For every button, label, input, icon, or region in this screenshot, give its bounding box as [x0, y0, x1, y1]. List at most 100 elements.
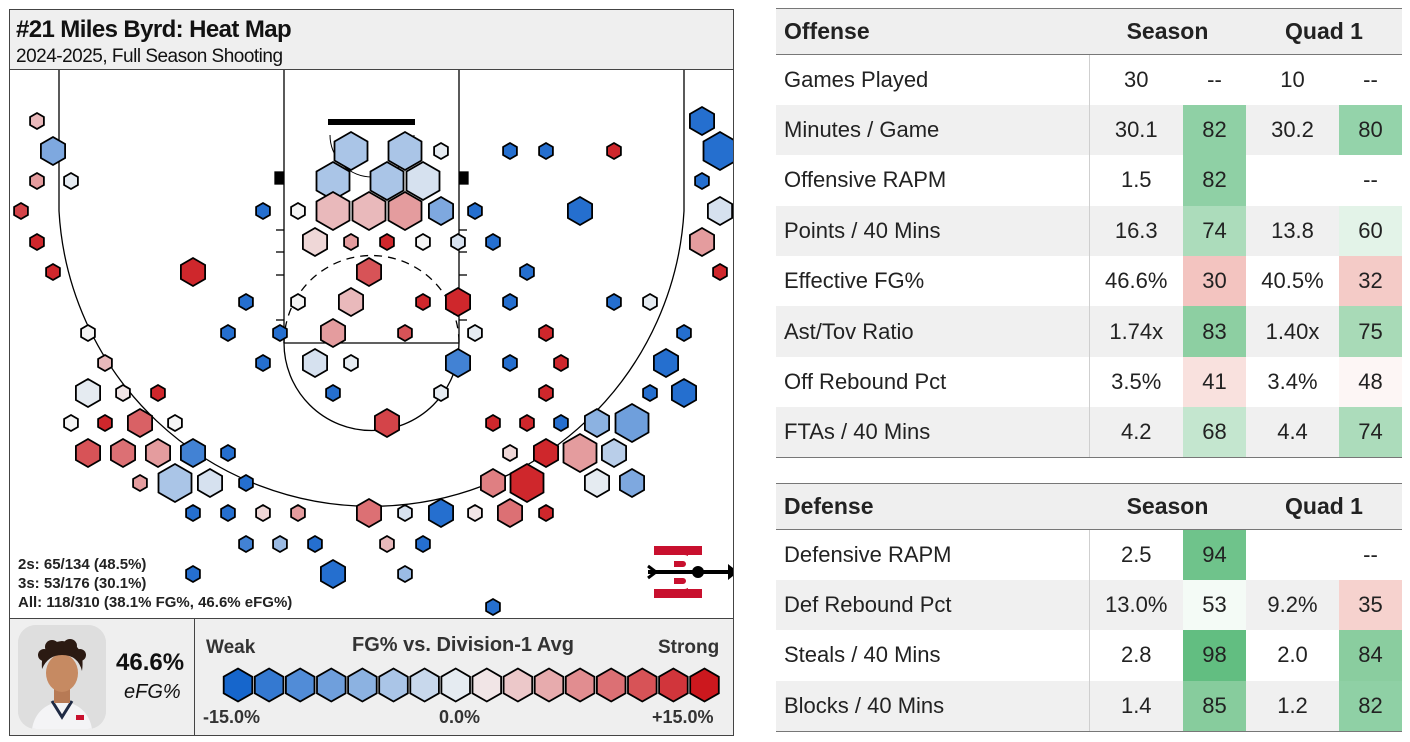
legend-hex	[316, 667, 347, 703]
shot-hex	[415, 534, 431, 554]
shot-hex	[307, 534, 323, 554]
legend-low-label: Weak	[206, 637, 256, 658]
shot-hex	[167, 413, 183, 433]
shot-hex	[601, 437, 627, 469]
shot-hex	[467, 323, 483, 343]
shot-hex	[584, 407, 610, 439]
shot-hex	[29, 171, 45, 191]
shot-hex	[444, 286, 472, 318]
season-percentile: 85	[1183, 680, 1246, 732]
table-row: Offensive RAPM 1.5 82 --	[776, 155, 1402, 206]
shot-hex	[694, 171, 710, 191]
quad1-header: Quad 1	[1246, 483, 1402, 530]
shot-hex	[238, 292, 254, 312]
shot-hex	[676, 323, 692, 343]
table-row: Defensive RAPM 2.5 94 --	[776, 529, 1402, 580]
season-value: 1.5	[1089, 155, 1183, 206]
shot-hex	[379, 534, 395, 554]
shot-hex	[63, 171, 79, 191]
quad1-percentile: 35	[1339, 579, 1402, 631]
shot-hex	[319, 317, 347, 349]
shot-hex	[533, 437, 559, 469]
row-label: Blocks / 40 Mins	[776, 680, 1090, 732]
chart-footer: 46.6% eFG% Weak FG% vs. Division-1 Avg S…	[10, 618, 733, 736]
legend-hex	[564, 667, 596, 703]
legend-hex	[658, 667, 689, 703]
shot-hex	[315, 160, 351, 202]
shot-hex	[467, 201, 483, 221]
shot-hex	[467, 503, 483, 523]
shot-hex	[502, 292, 518, 312]
season-percentile: --	[1183, 54, 1246, 105]
shot-hex	[272, 534, 288, 554]
row-label: FTAs / 40 Mins	[776, 407, 1090, 459]
shot-chart-panel: #21 Miles Byrd: Heat Map 2024-2025, Full…	[9, 9, 734, 736]
season-value: 2.8	[1089, 630, 1183, 681]
shot-hex	[485, 597, 501, 617]
shot-hex	[196, 467, 224, 499]
shot-hex	[80, 323, 96, 343]
season-percentile: 41	[1183, 356, 1246, 408]
shot-hex	[502, 141, 518, 161]
row-label: Off Rebound Pct	[776, 356, 1090, 408]
shot-hex	[39, 135, 66, 167]
legend-hex	[689, 667, 720, 703]
shot-hex	[642, 383, 658, 403]
quad1-percentile: --	[1339, 155, 1402, 206]
shot-hex	[519, 262, 535, 282]
quad1-value: 1.40x	[1246, 306, 1339, 357]
row-label: Offensive RAPM	[776, 155, 1090, 206]
shot-hex	[290, 292, 306, 312]
quad1-value: 10	[1246, 54, 1339, 105]
quad1-value: 9.2%	[1246, 579, 1339, 631]
table-row: Games Played 30 -- 10 --	[776, 54, 1402, 105]
season-percentile: 98	[1183, 630, 1246, 681]
row-label: Minutes / Game	[776, 104, 1090, 156]
quad1-percentile: 32	[1339, 256, 1402, 307]
shot-hex	[301, 347, 329, 379]
season-percentile: 82	[1183, 155, 1246, 206]
shot-hex	[415, 232, 431, 252]
quad1-value: 30.2	[1246, 104, 1339, 156]
shot-hex	[179, 256, 207, 288]
team-logo	[647, 546, 733, 598]
row-label: Effective FG%	[776, 256, 1090, 307]
table-row: Off Rebound Pct 3.5% 41 3.4% 48	[776, 356, 1402, 408]
quad1-value: 3.4%	[1246, 356, 1339, 408]
shot-hex	[132, 473, 148, 493]
row-label: Steals / 40 Mins	[776, 630, 1090, 681]
shot-hex	[397, 323, 413, 343]
shot-hex	[642, 292, 658, 312]
legend-hex	[627, 667, 658, 703]
shot-hex	[115, 383, 131, 403]
shot-hex	[689, 226, 715, 258]
quad1-value: 2.0	[1246, 630, 1339, 681]
shot-hex	[337, 286, 365, 318]
table-row: Steals / 40 Mins 2.8 98 2.0 84	[776, 630, 1402, 681]
summary-all: All: 118/310 (38.1% FG%, 46.6% eFG%)	[18, 594, 293, 611]
defense-table: Defense Season Quad 1 Defensive RAPM 2.5 9…	[776, 483, 1402, 732]
season-percentile: 83	[1183, 306, 1246, 357]
shot-hex	[13, 201, 29, 221]
shot-hex	[144, 437, 172, 469]
defense-header: Defense	[776, 483, 1089, 530]
shot-hex	[29, 111, 45, 131]
season-value: 4.2	[1089, 407, 1183, 459]
shot-hex	[220, 443, 236, 463]
season-percentile: 82	[1183, 104, 1246, 156]
shot-hex	[387, 190, 423, 232]
season-percentile: 94	[1183, 529, 1246, 580]
shot-hex	[343, 232, 359, 252]
shot-hex	[333, 130, 369, 172]
season-value: 3.5%	[1089, 356, 1183, 408]
offense-table: Offense Season Quad 1 Games Played 30 -- 10…	[776, 8, 1402, 459]
court-heatmap	[13, 70, 733, 617]
defense-header-row: Defense Season Quad 1	[776, 483, 1402, 530]
shot-hex	[415, 292, 431, 312]
shot-hex	[301, 226, 329, 258]
legend-max: +15.0%	[652, 707, 714, 727]
table-row: Blocks / 40 Mins 1.4 85 1.2 82	[776, 680, 1402, 732]
shot-hex	[519, 413, 535, 433]
season-value: 13.0%	[1089, 579, 1183, 631]
legend-hex	[222, 667, 254, 703]
